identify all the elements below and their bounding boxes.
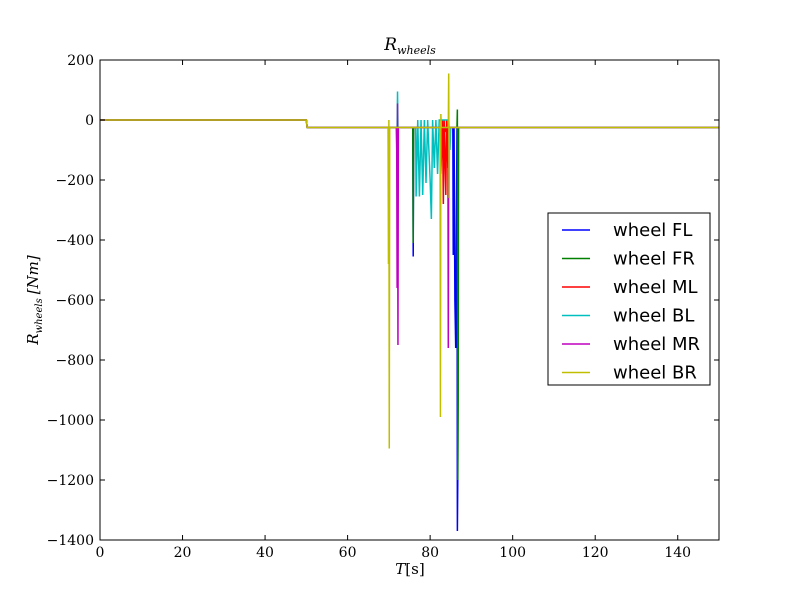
chart-title-main: R (383, 35, 397, 55)
series-line-wheel-bl (100, 91, 719, 220)
y-axis-title-sub: wheels (34, 298, 45, 333)
series-layer (100, 73, 719, 532)
y-axis-title-unit: [Nm] (24, 255, 42, 294)
y-axis-title: Rwheels [Nm] (24, 255, 45, 346)
x-tick-label: 80 (421, 545, 439, 561)
x-tick-label: 60 (339, 545, 357, 561)
y-tick-label: −800 (56, 353, 94, 369)
series-line-wheel-br (100, 73, 719, 449)
x-tick-label: 40 (256, 545, 274, 561)
y-tick-label: −1000 (47, 413, 94, 429)
x-axis-title-var: T (395, 560, 406, 578)
x-axis-title-unit: [s] (405, 560, 424, 578)
tick-layer: 0 20 40 60 80 100 120 140 200 0 −200 −400 −600 −800 −1… (47, 53, 719, 561)
legend-label-wheel-mr: wheel MR (613, 334, 700, 355)
x-tick-label: 120 (582, 545, 609, 561)
y-tick-label: −1200 (47, 473, 94, 489)
y-tick-label: 200 (67, 53, 94, 69)
legend-label-wheel-fr: wheel FR (613, 249, 695, 270)
x-tick-label: 0 (96, 545, 105, 561)
legend-label-wheel-ml: wheel ML (613, 277, 698, 298)
chart-title-sub: wheels (397, 44, 436, 57)
legend-label-wheel-bl: wheel BL (613, 306, 694, 327)
chart-title: Rwheels (383, 35, 436, 57)
x-tick-label: 140 (664, 545, 691, 561)
y-tick-label: −600 (56, 293, 94, 309)
x-tick-label: 20 (174, 545, 192, 561)
y-tick-label: −400 (56, 233, 94, 249)
x-axis-title: T[s] (395, 560, 424, 578)
legend-box (547, 212, 711, 386)
y-tick-label: −200 (56, 173, 94, 189)
y-axis-title-main: R (24, 333, 42, 345)
y-tick-label: −1400 (47, 533, 94, 549)
legend-label-wheel-fl: wheel FL (613, 220, 692, 241)
y-tick-label: 0 (85, 113, 94, 129)
legend-entries: wheel FL wheel FR wheel ML wheel BL wheel MR… (562, 220, 700, 384)
legend: wheel FL wheel FR wheel ML wheel BL wheel MR… (547, 212, 711, 386)
x-tick-label: 100 (499, 545, 526, 561)
legend-label-wheel-br: wheel BR (613, 363, 697, 384)
